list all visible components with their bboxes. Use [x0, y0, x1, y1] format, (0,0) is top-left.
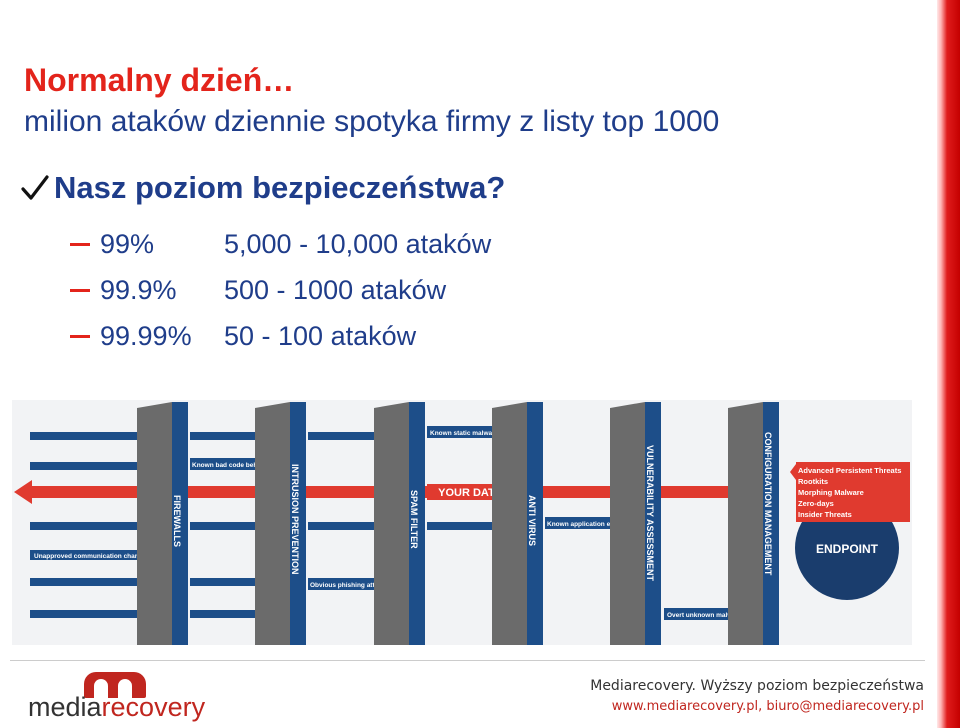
- level-percentage: 99%: [100, 228, 155, 259]
- threat-line: [30, 432, 172, 440]
- logo-text-media: media: [28, 692, 102, 722]
- advanced-threats-box: Advanced Persistent Threats Rootkits Mor…: [790, 462, 910, 522]
- level-attacks: 50 - 100 ataków: [224, 320, 417, 351]
- wall-vulnerability-assessment: [610, 402, 645, 645]
- advanced-threat-item: Insider Threats: [798, 510, 852, 519]
- threat-arrow-bar: [30, 550, 158, 560]
- layer-label: SPAM FILTER: [409, 490, 419, 549]
- security-walls: [137, 402, 779, 645]
- logo-text-recovery: recovery: [101, 692, 206, 722]
- security-level-row: 99% 5,000 - 10,000 ataków: [70, 221, 491, 267]
- footer-tagline: Mediarecovery. Wyższy poziom bezpieczeńs…: [590, 678, 924, 694]
- wall-configuration-management: [728, 402, 763, 645]
- wall-spam-filter: [374, 402, 409, 645]
- layer-bar: [290, 402, 306, 645]
- slide-subtitle: milion ataków dziennie spotyka firmy z l…: [24, 105, 720, 138]
- threat-label: Known bad code behaviors: [192, 462, 277, 469]
- threat-label: Unapproved communication channels: [34, 553, 152, 560]
- threat-arrow-bar: [664, 608, 746, 620]
- threat-label: Known application exploits: [547, 521, 632, 528]
- security-layers-diagram: Unapproved communication channels Known …: [12, 400, 912, 645]
- slide-title: Normalny dzień…: [24, 62, 295, 98]
- question-row: Nasz poziom bezpieczeństwa?: [20, 168, 505, 208]
- level-percentage: 99.99%: [100, 320, 192, 351]
- threat-line: [30, 522, 172, 530]
- threat-arrow-bar: [545, 517, 631, 529]
- wall-intrusion-prevention: [255, 402, 290, 645]
- security-level-row: 99.99% 50 - 100 ataków: [70, 313, 491, 359]
- threat-label: Obvious phishing attempts: [310, 582, 394, 589]
- logo-mark-icon: [84, 672, 146, 698]
- side-accent-bar: [937, 0, 960, 728]
- layer-labels: FIREWALLS INTRUSION PREVENTION SPAM FILT…: [172, 432, 773, 582]
- dash-bullet-icon: [70, 288, 90, 292]
- threat-line: [30, 578, 172, 586]
- footer-divider: [10, 660, 925, 661]
- footer-contact: www.mediarecovery.pl, biuro@mediarecover…: [611, 699, 924, 714]
- layer-label: FIREWALLS: [172, 495, 182, 547]
- layer-bar: [172, 402, 188, 645]
- wall-anti-virus: [492, 402, 527, 645]
- your-data-label-bg: [427, 484, 513, 500]
- layer-label: VULNERABILITY ASSESSMENT: [645, 445, 655, 582]
- dash-bullet-icon: [70, 334, 90, 338]
- layer-bar: [645, 402, 661, 645]
- security-levels-list: 99% 5,000 - 10,000 ataków 99.9% 500 - 10…: [70, 221, 491, 359]
- layer-label: INTRUSION PREVENTION: [290, 464, 300, 575]
- threat-arrow-bar: [308, 578, 394, 590]
- diagram-canvas: Unapproved communication channels Known …: [12, 400, 912, 645]
- threat-arrow-bar: [427, 426, 513, 438]
- layer-label: CONFIGURATION MANAGEMENT: [763, 432, 773, 576]
- threat-line: [30, 610, 172, 618]
- advanced-threat-item: Zero-days: [798, 499, 834, 508]
- advanced-threat-item: Morphing Malware: [798, 488, 864, 497]
- threat-label: Known static malware: [430, 430, 499, 437]
- level-percentage: 99.9%: [100, 274, 177, 305]
- logo-text: mediarecovery: [28, 692, 205, 722]
- wall-firewalls: [137, 402, 172, 645]
- your-data-arrow-icon: [14, 480, 32, 504]
- security-level-row: 99.9% 500 - 1000 ataków: [70, 267, 491, 313]
- advanced-threats-bg: [790, 462, 910, 522]
- endpoint-label: ENDPOINT: [816, 542, 879, 556]
- threat-label: Overt unknown malware: [667, 612, 743, 619]
- advanced-threat-item: Advanced Persistent Threats: [798, 466, 901, 475]
- layer-label: ANTI VIRUS: [527, 495, 537, 546]
- threat-line: [30, 462, 172, 470]
- level-attacks: 500 - 1000 ataków: [224, 274, 447, 305]
- your-data-label: YOUR DATA: [438, 487, 502, 499]
- mediarecovery-logo: mediarecovery: [28, 672, 208, 722]
- layer-bar: [527, 402, 543, 645]
- threat-arrow-bar: [190, 458, 274, 470]
- advanced-threat-item: Rootkits: [798, 477, 828, 486]
- question-text: Nasz poziom bezpieczeństwa?: [54, 170, 506, 205]
- layer-bar: [409, 402, 425, 645]
- dash-bullet-icon: [70, 242, 90, 246]
- layer-bar: [763, 402, 779, 645]
- checkmark-icon: [21, 175, 49, 200]
- level-attacks: 5,000 - 10,000 ataków: [224, 228, 492, 259]
